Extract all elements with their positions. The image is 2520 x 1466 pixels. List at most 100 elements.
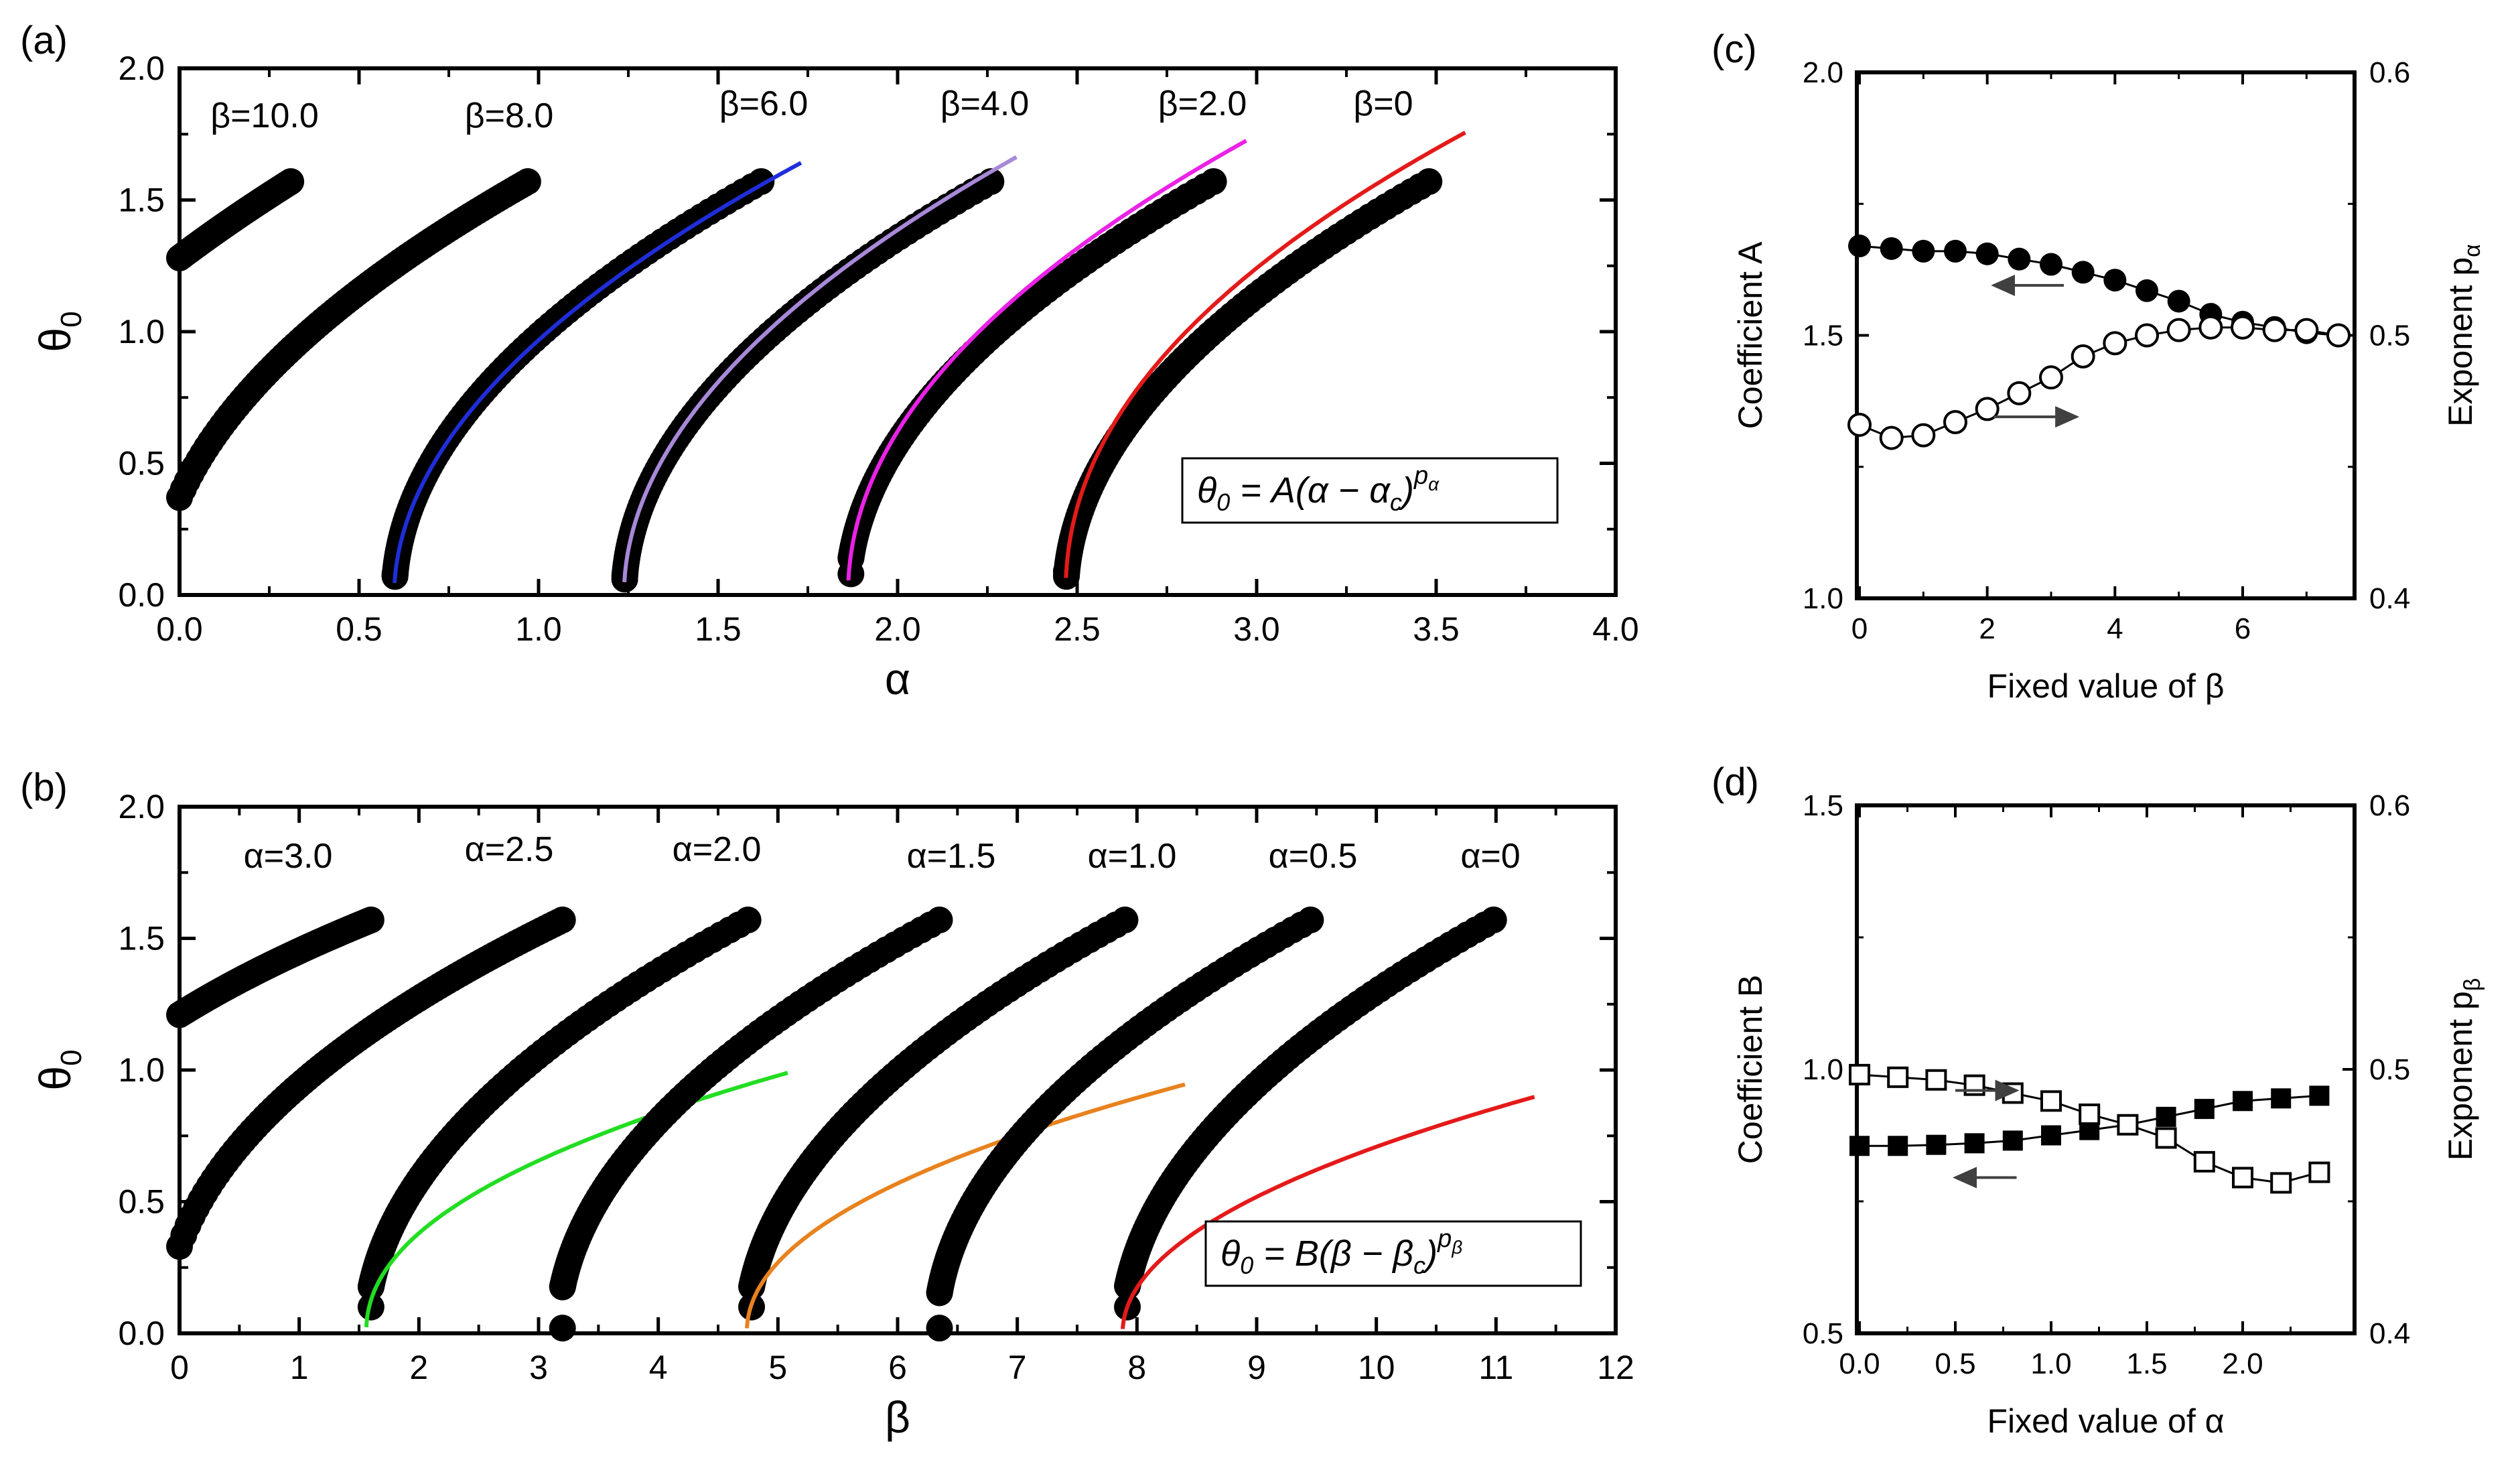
fit-curve (393, 161, 802, 584)
series-2 (381, 161, 802, 590)
y-tick-label-right: 0.4 (2369, 582, 2410, 615)
y-tick-label-right: 0.6 (2369, 789, 2410, 822)
equation-box (1204, 1220, 1582, 1287)
panel-b: 0 1 2 3 4 5 6 7 8 9 10 11 120.00.51.01.52.0βθ0(b)α=3… (20, 766, 1634, 1442)
data-point (2002, 1082, 2024, 1104)
x-tick-label: 3.0 (1233, 610, 1280, 648)
y-tick-label-left: 2.0 (1803, 56, 1843, 89)
data-point (1879, 425, 1904, 450)
series-label: β=6.0 (719, 84, 809, 123)
y-tick-label: 1.0 (118, 1051, 165, 1089)
data-point (1480, 906, 1507, 933)
y-tick-label-right: 0.4 (2369, 1317, 2410, 1350)
panel-label: (d) (1711, 760, 1759, 804)
panel-label: (c) (1711, 27, 1757, 71)
data-point (2007, 381, 2032, 405)
equation-sub: 0 (1216, 488, 1230, 516)
data-point (2071, 344, 2095, 369)
panel-a: 0.0 0.5 1.0 1.5 2.0 2.5 3.0 3.5 4.0 0.0 0.5 1.0 1.5 2… (20, 19, 1639, 704)
data-point (1944, 239, 1967, 263)
x-tick-label: 1.0 (2030, 1347, 2071, 1380)
x-tick-label: 0 (1851, 612, 1868, 645)
series-4 (738, 906, 1186, 1329)
data-point (2156, 1106, 2176, 1127)
x-axis-label: Fixed value of α (1987, 1402, 2224, 1440)
data-point (2079, 1103, 2101, 1125)
data-point (2193, 1150, 2215, 1173)
x-axis-label: α (885, 654, 910, 704)
y-tick-label-right: 0.5 (2369, 1053, 2410, 1086)
series-label: α=3.0 (244, 837, 333, 876)
x-tick-label: 2.0 (2222, 1347, 2263, 1380)
data-point (2232, 1167, 2253, 1189)
series-line (1859, 326, 2339, 440)
data-point (2041, 1125, 2061, 1146)
data-point (1847, 412, 1872, 437)
x-tick-label: 9 (1247, 1349, 1266, 1386)
data-point (1111, 906, 1139, 933)
fit-curve (745, 1082, 1186, 1329)
equation-lhs: θ (1197, 470, 1216, 511)
y-tick-label-left: 1.0 (1803, 1053, 1843, 1086)
series-0 (166, 906, 384, 1028)
equation: θ0 = B(β − βc)pβ (1220, 1225, 1462, 1279)
y-tick-label: 2.0 (118, 50, 165, 87)
data-point (2231, 315, 2255, 340)
data-point (734, 906, 762, 933)
data-point (2198, 315, 2223, 340)
y-axis-label: θ0 (30, 1049, 88, 1090)
x-tick-label: 11 (1478, 1349, 1513, 1386)
data-point (2039, 365, 2063, 390)
equation-lhs: θ (1220, 1234, 1240, 1274)
fit-curve (622, 155, 1018, 583)
data-point (2136, 279, 2158, 302)
y-axis-label-right-text: Exponent p (2442, 257, 2479, 427)
data-point (1849, 1063, 1870, 1085)
equation-exp: p (1437, 1225, 1452, 1253)
series-0 (1849, 1085, 2330, 1156)
x-tick-label: 1 (290, 1349, 309, 1386)
data-point (2135, 323, 2159, 348)
x-tick-label: 1.5 (2126, 1347, 2167, 1380)
x-tick-label: 0.5 (1935, 1347, 1975, 1380)
x-tick-label: 7 (1008, 1349, 1027, 1386)
equation-exp: p (1413, 462, 1428, 490)
y-tick-label: 2.0 (118, 788, 165, 825)
equation-close: ) (1421, 1234, 1438, 1274)
data-point (1975, 242, 1999, 265)
y-tick-label-right: 0.5 (2369, 320, 2410, 352)
equation-rhs: = A(α − α (1230, 470, 1391, 511)
y-axis-label-left: Coefficient B (1732, 975, 1769, 1164)
data-point (1849, 1136, 1870, 1156)
y-tick-label: 0.5 (118, 445, 165, 482)
x-tick-label: 4.0 (1592, 610, 1639, 648)
y-tick-label-left: 1.5 (1803, 789, 1843, 822)
y-tick-label-left: 0.5 (1803, 1317, 1843, 1350)
data-point (2308, 1161, 2330, 1183)
data-point (1925, 1069, 1947, 1091)
data-point (514, 168, 541, 195)
equation-exp-sub: β (1451, 1237, 1462, 1258)
data-point (1964, 1133, 1985, 1154)
y-tick-label: 0.0 (118, 1315, 165, 1352)
series-label: β=2.0 (1158, 84, 1247, 123)
panel-label: (b) (20, 766, 68, 809)
data-point (2103, 269, 2127, 292)
y-tick-label-left: 1.5 (1803, 320, 1843, 352)
x-tick-label: 2 (1979, 612, 1995, 645)
equation-sub2: c (1390, 488, 1402, 516)
x-tick-label: 6 (2235, 612, 2251, 645)
equation-close: ) (1398, 470, 1414, 511)
series-label: β=10.0 (210, 96, 318, 135)
series-1 (1849, 1063, 2330, 1194)
series-label: α=0 (1460, 837, 1520, 876)
series-label: α=1.0 (1088, 837, 1177, 876)
data-point (549, 1315, 576, 1342)
series-label: β=8.0 (465, 96, 554, 135)
data-point (1888, 1136, 1908, 1156)
data-point (1848, 235, 1871, 258)
data-point (1297, 906, 1324, 933)
equation-sub2: c (1413, 1252, 1425, 1279)
y-axis-subscript: 0 (55, 311, 88, 327)
equation-box (1181, 457, 1559, 524)
